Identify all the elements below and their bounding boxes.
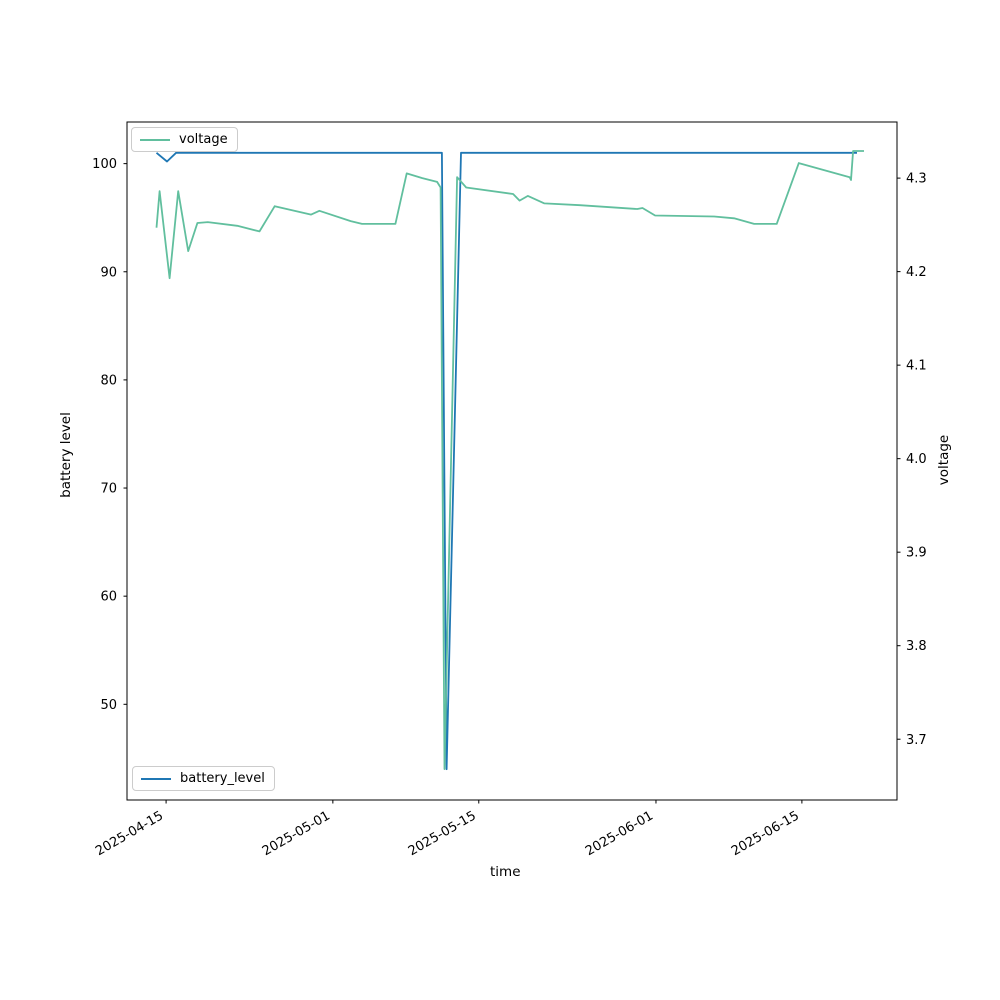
x-tick-label: 2025-05-15 — [406, 808, 479, 859]
y-left-tick-label: 80 — [100, 373, 117, 388]
y-right-tick-label: 3.9 — [906, 546, 927, 561]
voltage-line — [155, 150, 864, 770]
y-left-tick-label: 100 — [92, 157, 117, 172]
y-right-tick-label: 3.8 — [906, 639, 927, 654]
y-left-tick-label: 50 — [100, 698, 117, 713]
legend-battery-level: battery_level — [132, 766, 275, 791]
y-right-tick-label: 4.1 — [906, 359, 927, 374]
plot-frame — [126, 121, 898, 801]
y-right-axis-label: voltage — [936, 434, 952, 486]
y-left-tick-label: 70 — [100, 482, 117, 497]
x-tick-label: 2025-05-01 — [260, 808, 333, 859]
voltage-legend-line-sample — [140, 138, 170, 141]
y-left-tick-label: 60 — [100, 590, 117, 605]
battery-level-legend-line-sample — [141, 777, 171, 780]
legend-voltage: voltage — [131, 127, 238, 152]
x-tick-label: 2025-06-01 — [583, 808, 656, 859]
y-left-axis-label: battery level — [58, 412, 74, 498]
x-axis-label: time — [490, 864, 521, 880]
y-right-tick-label: 4.0 — [906, 452, 927, 467]
y-left-tick-label: 90 — [100, 265, 117, 280]
y-right-tick-label: 4.2 — [906, 265, 927, 280]
x-tick-label: 2025-04-15 — [93, 808, 166, 859]
x-tick-label: 2025-06-15 — [729, 808, 802, 859]
voltage-legend-label: voltage — [179, 132, 228, 147]
y-right-tick-label: 4.3 — [906, 172, 927, 187]
battery_level-line — [155, 151, 857, 771]
y-right-tick-label: 3.7 — [906, 733, 927, 748]
battery-level-legend-label: battery_level — [180, 771, 265, 786]
